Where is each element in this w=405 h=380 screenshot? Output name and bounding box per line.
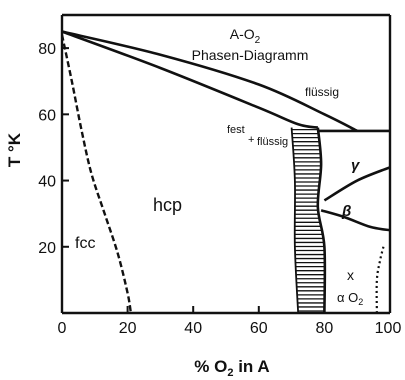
two-phase-left-boundary xyxy=(290,127,300,313)
x-ticks: 0 20 40 60 80 100 xyxy=(58,306,402,337)
region-label-solid-liquid-2: flüssig xyxy=(257,136,288,148)
y-ticks: 20 40 60 80 xyxy=(38,41,69,257)
x-tick-label: 40 xyxy=(184,320,202,337)
region-label-beta: β xyxy=(341,203,351,220)
region-label-solid-liquid-1: fest xyxy=(227,124,245,136)
beta-lower-boundary xyxy=(320,209,390,232)
y-tick-label: 40 xyxy=(38,174,56,191)
y-tick-label: 20 xyxy=(38,240,56,257)
region-label-solid-liquid-plus: + xyxy=(248,134,254,146)
region-label-fcc: fcc xyxy=(75,235,95,252)
y-tick-label: 80 xyxy=(38,41,56,58)
y-tick-label: 60 xyxy=(38,107,56,124)
y-axis-label: T °K xyxy=(5,132,24,167)
diagram-title-line2: Phasen-Diagramm xyxy=(192,47,309,63)
x-tick-label: 0 xyxy=(58,320,67,337)
two-phase-right-boundary xyxy=(316,127,327,313)
diagram-title-line1: A-O2 xyxy=(230,26,261,46)
alpha-o2-boundary xyxy=(375,246,385,313)
two-phase-hatching xyxy=(291,128,325,312)
liquidus-curve xyxy=(62,30,358,133)
x-tick-label: 60 xyxy=(250,320,268,337)
region-label-gamma: γ xyxy=(351,157,361,174)
x-tick-label: 100 xyxy=(375,320,402,337)
solidus-curve xyxy=(62,30,319,129)
region-label-x: x xyxy=(347,267,354,283)
x-tick-label: 80 xyxy=(316,320,334,337)
region-label-alpha-o2: α O2 xyxy=(337,290,363,307)
region-label-liquid: flüssig xyxy=(305,85,339,99)
gamma-beta-boundary xyxy=(323,166,390,202)
fcc-hcp-boundary xyxy=(62,34,133,313)
x-tick-label: 20 xyxy=(119,320,137,337)
region-label-hcp: hcp xyxy=(153,195,182,215)
x-axis-label: % O2 in A xyxy=(194,357,269,379)
